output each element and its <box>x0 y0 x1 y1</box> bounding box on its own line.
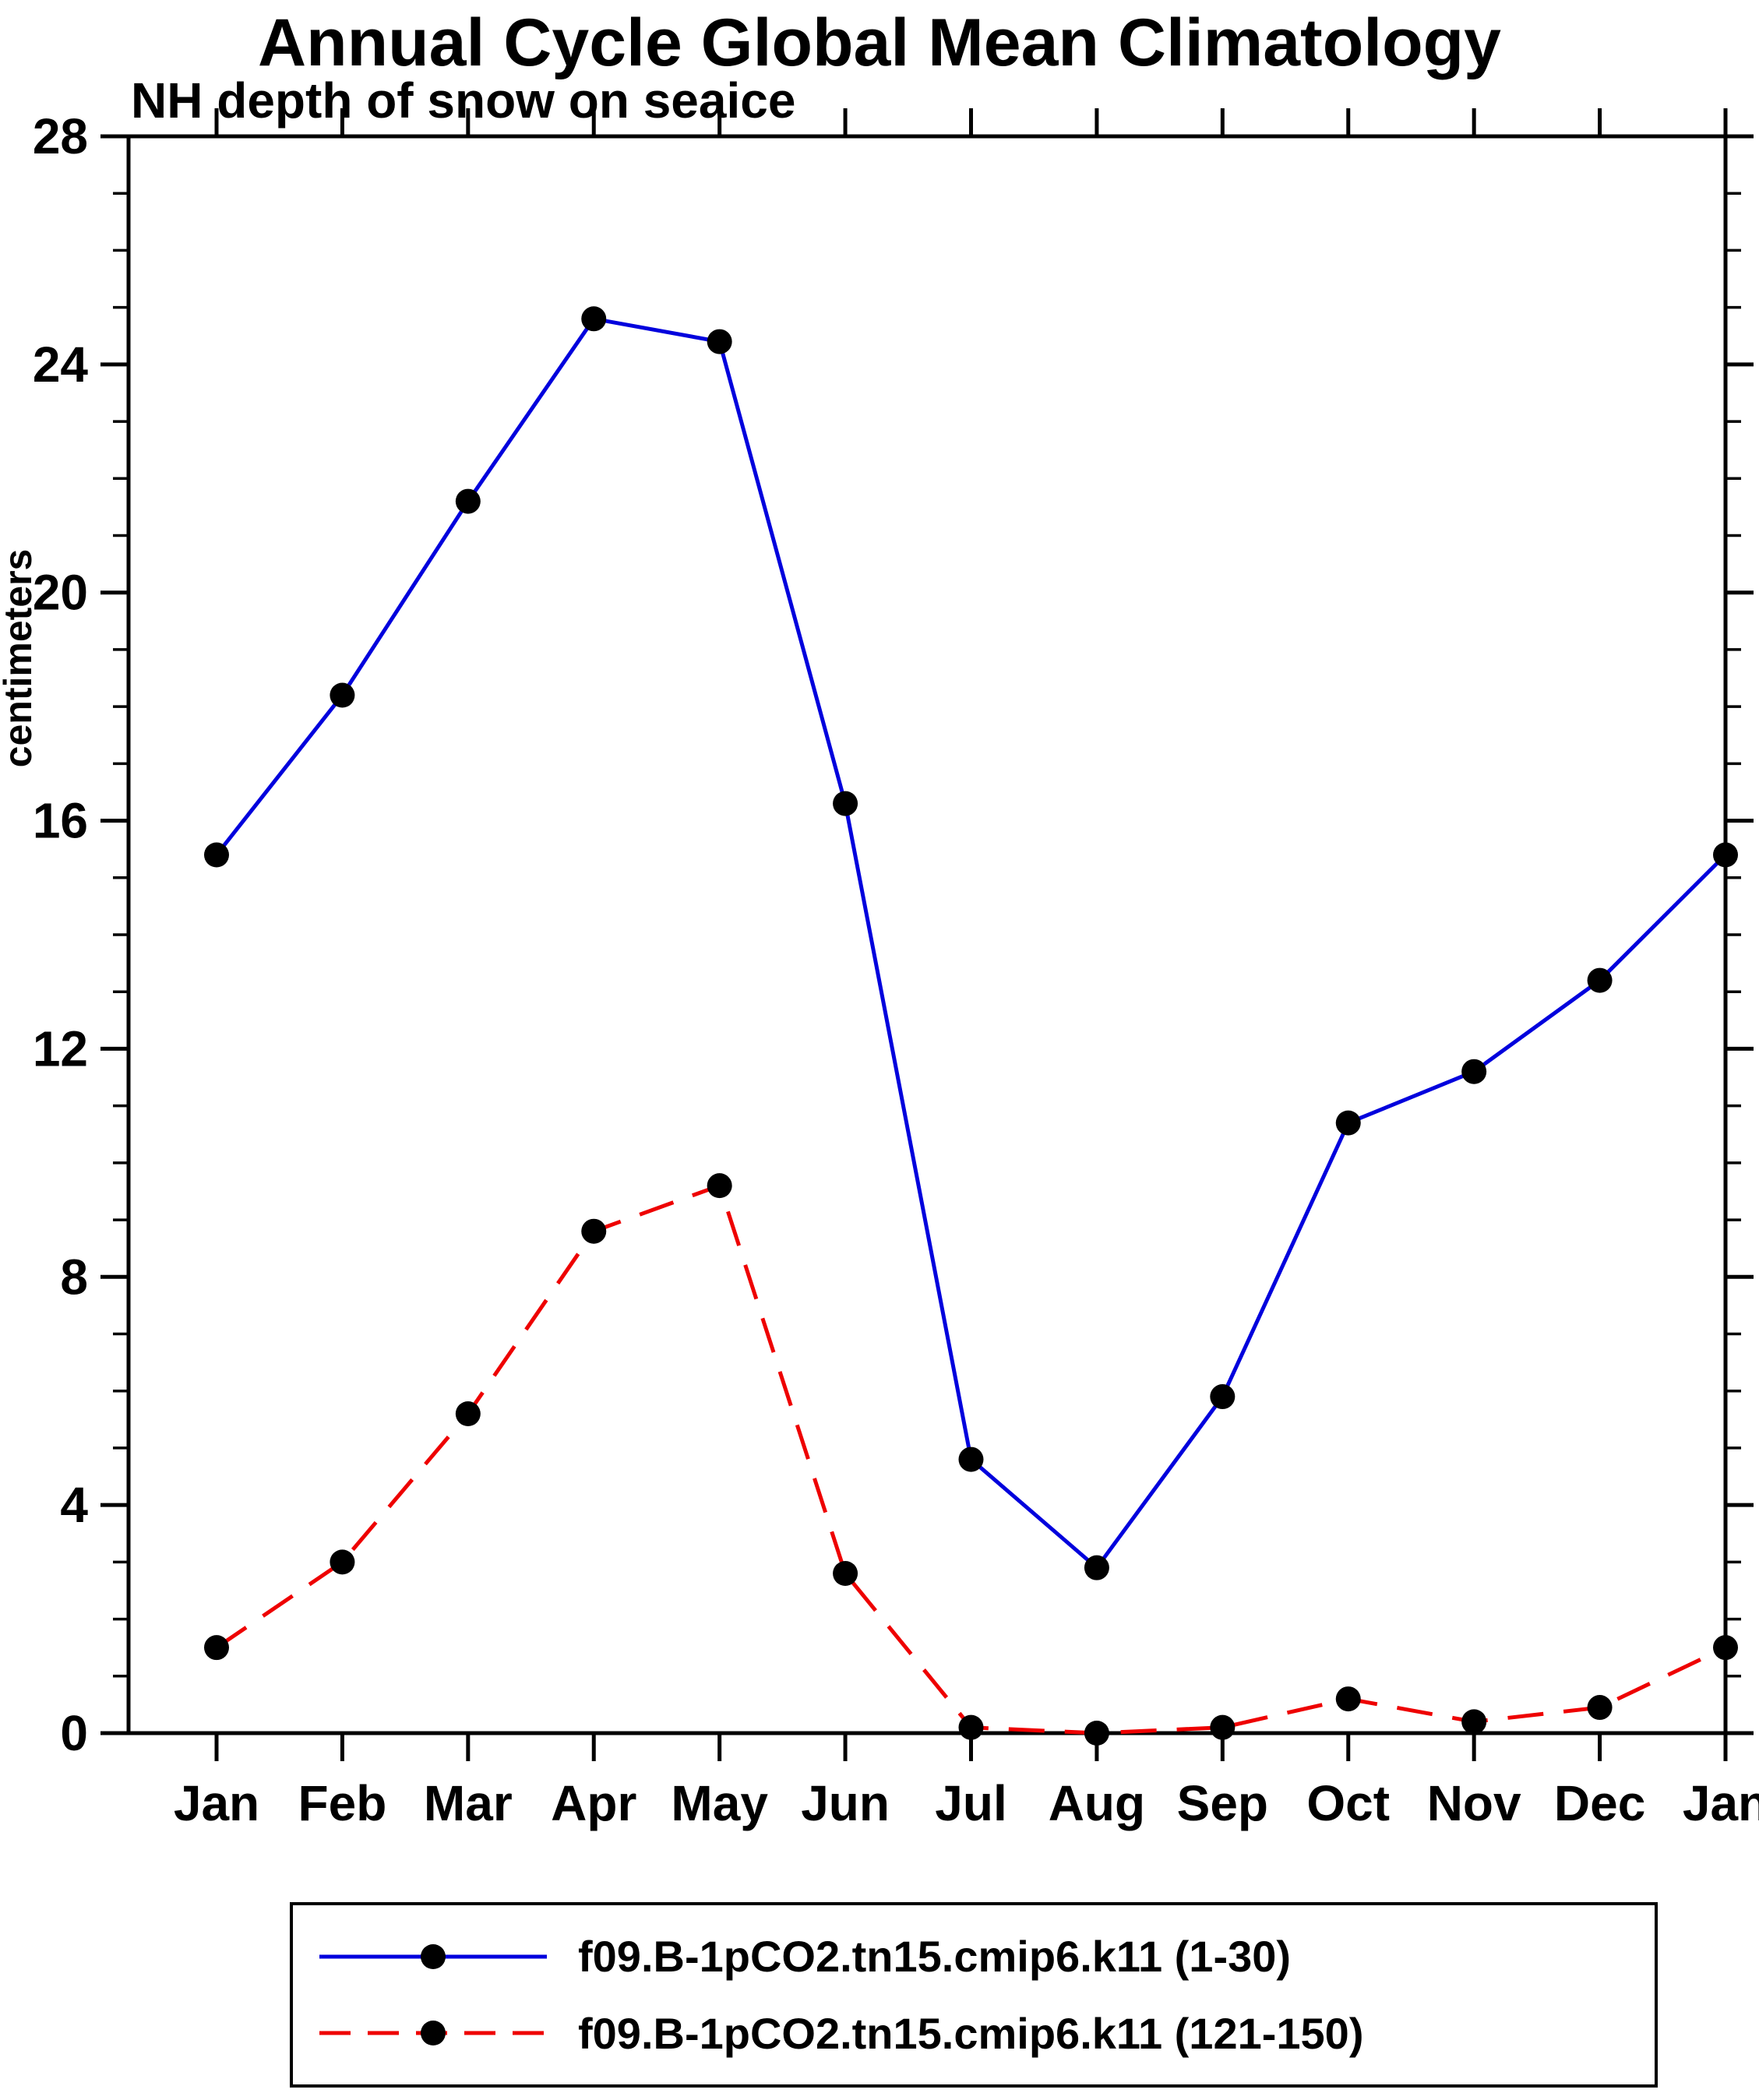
data-point-marker-series-0 <box>833 791 858 816</box>
data-point-marker-series-1 <box>833 1561 858 1586</box>
y-tick-label: 4 <box>60 1477 88 1533</box>
legend-sample-marker <box>421 2021 446 2046</box>
data-point-marker-series-0 <box>1461 1059 1487 1084</box>
data-point-marker-series-1 <box>1335 1686 1361 1712</box>
data-point-marker-series-1 <box>1461 1709 1487 1735</box>
legend-line-sample-series-0 <box>319 1943 547 1969</box>
x-tick-label: Apr <box>551 1775 636 1831</box>
data-point-marker-series-1 <box>1587 1695 1613 1721</box>
x-tick-label: Jan <box>1683 1775 1759 1831</box>
y-axis-title: centimeters <box>0 549 40 768</box>
series-line-0 <box>215 316 1727 1570</box>
x-tick-label: Jul <box>935 1775 1006 1831</box>
legend-label-series-1: f09.B-1pCO2.tn15.cmip6.k11 (121-150) <box>578 2008 1364 2058</box>
data-point-marker-series-0 <box>1335 1110 1361 1136</box>
x-tick-label: Aug <box>1049 1775 1145 1831</box>
y-tick-label: 20 <box>33 565 88 621</box>
data-point-marker-series-1 <box>1713 1635 1738 1661</box>
x-tick-label: Feb <box>298 1775 387 1831</box>
x-tick-label: Dec <box>1554 1775 1645 1831</box>
data-point-marker-series-1 <box>330 1549 355 1575</box>
plot-area: 0 4 8 12 16 20 24 28 Jan Feb Mar Apr May Jun Jul Aug Sep… <box>0 108 1759 1831</box>
data-point-marker-series-1 <box>203 1635 229 1661</box>
y-tick-label: 12 <box>33 1020 88 1076</box>
legend-box: f09.B-1pCO2.tn15.cmip6.k11 (1-30) f09.B-… <box>290 1902 1658 2088</box>
y-tick-label: 8 <box>60 1249 88 1305</box>
plot-frame <box>126 134 1728 1735</box>
data-point-marker-series-0 <box>707 329 732 354</box>
data-point-marker-series-1 <box>1084 1721 1109 1746</box>
x-tick-label: Oct <box>1306 1775 1390 1831</box>
chart-title: Annual Cycle Global Mean Climatology <box>257 5 1502 80</box>
data-point-marker-series-0 <box>581 306 607 332</box>
x-tick-label: May <box>671 1775 768 1831</box>
y-tick-label: 16 <box>33 793 88 849</box>
data-point-marker-series-0 <box>1587 967 1613 993</box>
data-point-marker-series-1 <box>581 1218 607 1244</box>
data-point-marker-series-1 <box>1210 1714 1236 1740</box>
x-tick-label: Sep <box>1177 1775 1268 1831</box>
data-point-marker-series-0 <box>1084 1555 1109 1580</box>
legend-sample-marker <box>421 1943 446 1969</box>
data-point-marker-series-1 <box>707 1173 732 1199</box>
data-point-marker-series-0 <box>330 682 355 708</box>
legend-line-sample-series-1 <box>319 2021 547 2046</box>
y-tick-label: 24 <box>33 336 89 393</box>
x-tick-label: Nov <box>1427 1775 1521 1831</box>
x-tick-label: Mar <box>424 1775 513 1831</box>
x-tick-label: Jun <box>801 1775 890 1831</box>
chart-subtitle: NH depth of snow on seaice <box>131 72 796 129</box>
legend-item-series-0: f09.B-1pCO2.tn15.cmip6.k11 (1-30) <box>316 1931 1655 1982</box>
data-point-marker-series-0 <box>958 1446 984 1472</box>
data-point-marker-series-1 <box>455 1401 481 1426</box>
data-point-marker-series-0 <box>1713 842 1738 868</box>
legend-item-series-1: f09.B-1pCO2.tn15.cmip6.k11 (121-150) <box>316 2008 1655 2059</box>
y-tick-label: 0 <box>60 1705 88 1761</box>
legend-label-series-0: f09.B-1pCO2.tn15.cmip6.k11 (1-30) <box>578 1932 1292 1982</box>
data-point-marker-series-0 <box>203 842 229 868</box>
y-tick-label: 28 <box>33 108 88 164</box>
x-tick-label: Jan <box>174 1775 259 1831</box>
data-point-marker-series-0 <box>455 488 481 514</box>
data-point-marker-series-0 <box>1210 1384 1236 1410</box>
data-point-marker-series-1 <box>958 1714 984 1740</box>
